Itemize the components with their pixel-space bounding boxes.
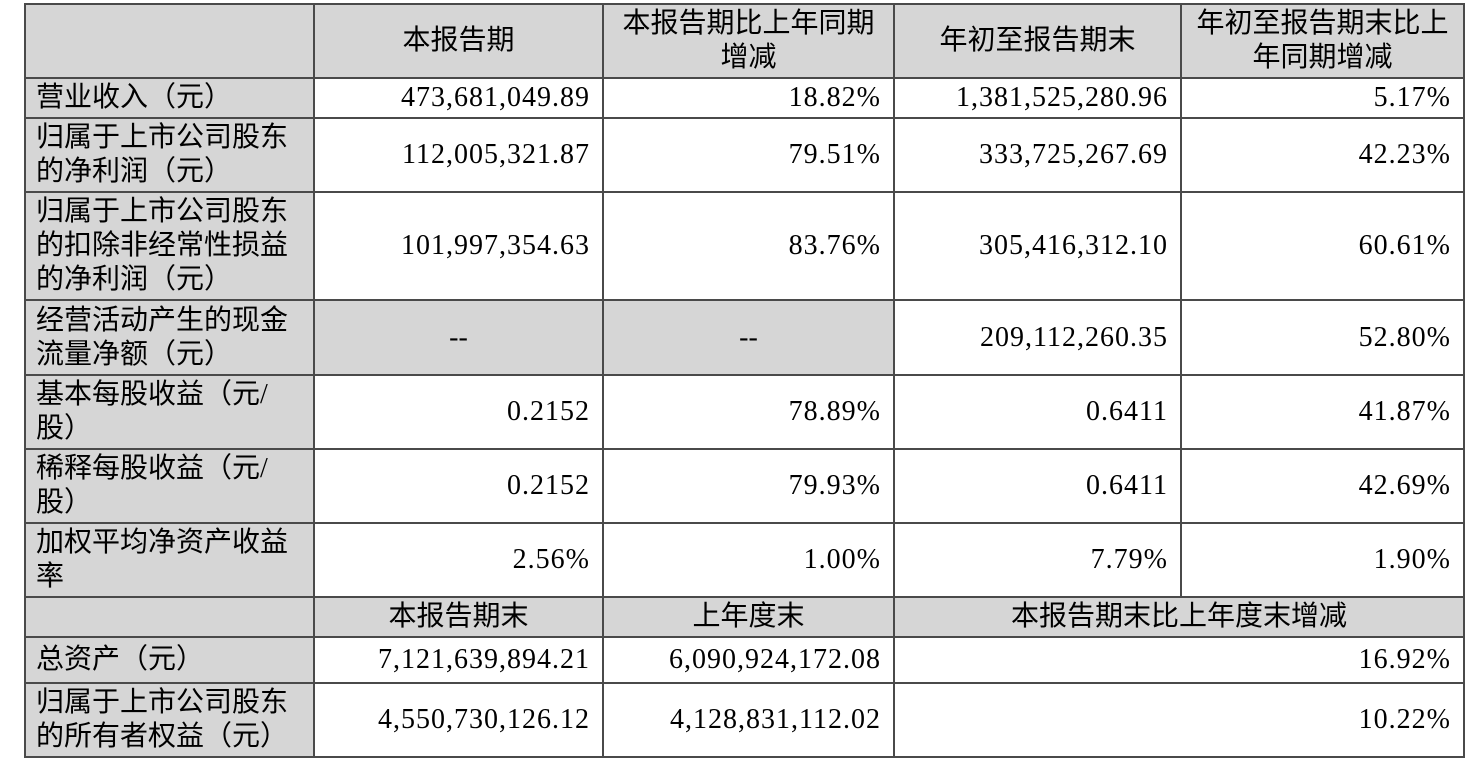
value-cell: 1.00% <box>602 522 895 598</box>
value-cell: 6,090,924,172.08 <box>602 636 895 684</box>
value-cell: 42.69% <box>1180 448 1465 524</box>
table-row-weighted-avg-roe: 加权平均净资产收益率 2.56% 1.00% 7.79% 1.90% <box>24 522 1465 598</box>
table-row-diluted-eps: 稀释每股收益（元/股） 0.2152 79.93% 0.6411 42.69% <box>24 448 1465 524</box>
value-cell: 0.2152 <box>313 448 604 524</box>
table-row-net-profit: 归属于上市公司股东的净利润（元） 112,005,321.87 79.51% 3… <box>24 117 1465 193</box>
table-row-operating-revenue: 营业收入（元） 473,681,049.89 18.82% 1,381,525,… <box>24 77 1465 119</box>
value-cell: 2.56% <box>313 522 604 598</box>
value-cell-change: 10.22% <box>893 682 1465 758</box>
value-cell: 4,128,831,112.02 <box>602 682 895 758</box>
value-cell: 473,681,049.89 <box>313 77 604 119</box>
value-cell: 83.76% <box>602 191 895 301</box>
value-cell: 209,112,260.35 <box>893 299 1182 376</box>
header-ytd-vs-prior: 年初至报告期末比上年同期增减 <box>1180 3 1465 79</box>
row-label: 归属于上市公司股东的净利润（元） <box>24 117 315 193</box>
value-cell: 0.6411 <box>893 448 1182 524</box>
row-label: 归属于上市公司股东的所有者权益（元） <box>24 682 315 758</box>
row-label: 基本每股收益（元/股） <box>24 374 315 450</box>
table-row-owners-equity: 归属于上市公司股东的所有者权益（元） 4,550,730,126.12 4,12… <box>24 682 1465 758</box>
value-cell: 41.87% <box>1180 374 1465 450</box>
table-row-operating-cash-flow: 经营活动产生的现金流量净额（元） -- -- 209,112,260.35 52… <box>24 299 1465 376</box>
value-cell: 305,416,312.10 <box>893 191 1182 301</box>
value-cell: 7,121,639,894.21 <box>313 636 604 684</box>
table-row-basic-eps: 基本每股收益（元/股） 0.2152 78.89% 0.6411 41.87% <box>24 374 1465 450</box>
value-cell-dash: -- <box>602 299 895 376</box>
subheader-empty-cell <box>24 596 315 638</box>
value-cell: 0.6411 <box>893 374 1182 450</box>
row-label: 总资产（元） <box>24 636 315 684</box>
value-cell: 1,381,525,280.96 <box>893 77 1182 119</box>
financial-summary-table: 本报告期 本报告期比上年同期增减 年初至报告期末 年初至报告期末比上年同期增减 … <box>24 3 1465 758</box>
value-cell: 60.61% <box>1180 191 1465 301</box>
header-current-vs-prior: 本报告期比上年同期增减 <box>602 3 895 79</box>
row-label: 归属于上市公司股东的扣除非经常性损益的净利润（元） <box>24 191 315 301</box>
value-cell: 0.2152 <box>313 374 604 450</box>
value-cell: 5.17% <box>1180 77 1465 119</box>
value-cell: 1.90% <box>1180 522 1465 598</box>
value-cell-dash: -- <box>313 299 604 376</box>
value-cell: 42.23% <box>1180 117 1465 193</box>
value-cell-change: 16.92% <box>893 636 1465 684</box>
table-row-total-assets: 总资产（元） 7,121,639,894.21 6,090,924,172.08… <box>24 636 1465 684</box>
value-cell: 7.79% <box>893 522 1182 598</box>
value-cell: 18.82% <box>602 77 895 119</box>
header-current-period: 本报告期 <box>313 3 604 79</box>
subheader-period-end: 本报告期末 <box>313 596 604 638</box>
table-header-row: 本报告期 本报告期比上年同期增减 年初至报告期末 年初至报告期末比上年同期增减 <box>24 3 1465 79</box>
row-label: 加权平均净资产收益率 <box>24 522 315 598</box>
subheader-prior-year-end: 上年度末 <box>602 596 895 638</box>
value-cell: 78.89% <box>602 374 895 450</box>
header-empty-cell <box>24 3 315 79</box>
header-ytd: 年初至报告期末 <box>893 3 1182 79</box>
value-cell: 79.93% <box>602 448 895 524</box>
value-cell: 52.80% <box>1180 299 1465 376</box>
row-label: 经营活动产生的现金流量净额（元） <box>24 299 315 376</box>
value-cell: 101,997,354.63 <box>313 191 604 301</box>
subheader-change: 本报告期末比上年度末增减 <box>893 596 1465 638</box>
value-cell: 333,725,267.69 <box>893 117 1182 193</box>
value-cell: 4,550,730,126.12 <box>313 682 604 758</box>
row-label: 稀释每股收益（元/股） <box>24 448 315 524</box>
row-label: 营业收入（元） <box>24 77 315 119</box>
value-cell: 112,005,321.87 <box>313 117 604 193</box>
table-subheader-row: 本报告期末 上年度末 本报告期末比上年度末增减 <box>24 596 1465 638</box>
table-row-net-profit-excl-nonrecurring: 归属于上市公司股东的扣除非经常性损益的净利润（元） 101,997,354.63… <box>24 191 1465 301</box>
value-cell: 79.51% <box>602 117 895 193</box>
